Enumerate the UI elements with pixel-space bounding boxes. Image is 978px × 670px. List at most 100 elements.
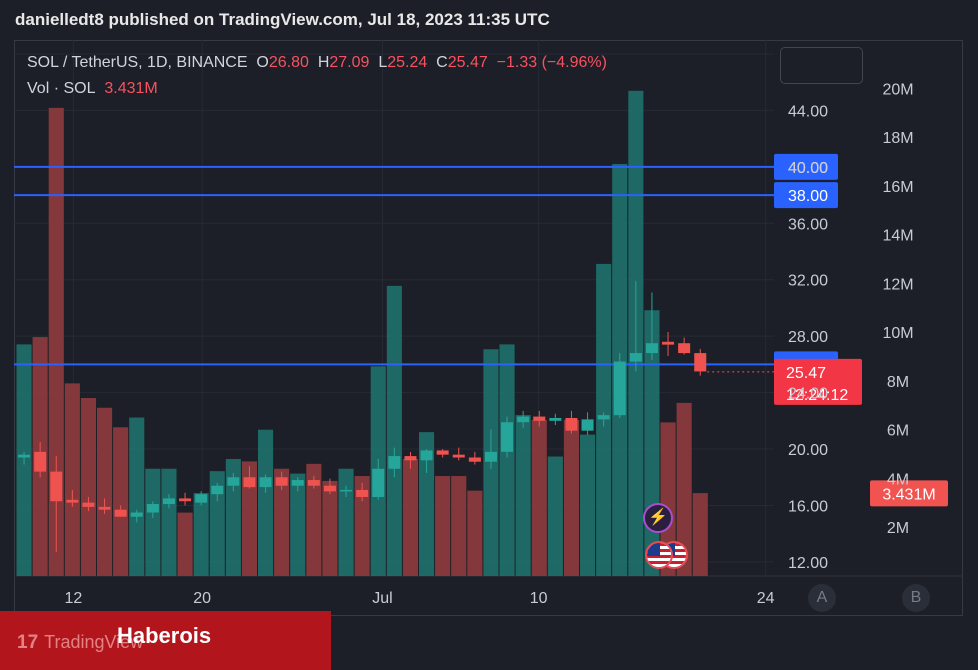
volume-bar — [129, 417, 145, 576]
chart-frame — [14, 40, 963, 616]
volume-bars — [16, 90, 708, 577]
auto-scale-button[interactable]: A — [808, 584, 836, 612]
legend-open-value: 26.80 — [268, 54, 309, 71]
volume-tick-label: 6M — [887, 423, 909, 440]
footer-banner — [0, 611, 331, 670]
candle-body — [340, 489, 353, 492]
volume-bar — [48, 107, 64, 576]
candle-body — [372, 468, 385, 497]
last-volume-label: 3.431M — [882, 486, 935, 503]
price-tick-label: 24.00 — [788, 386, 828, 403]
volume-bar — [338, 468, 354, 576]
volume-bar — [177, 512, 193, 576]
volume-bar — [258, 429, 274, 576]
candle-body — [18, 454, 31, 458]
volume-bar — [161, 468, 177, 576]
candle-body — [420, 450, 433, 461]
candle-body — [533, 416, 546, 421]
volume-bar — [209, 471, 225, 576]
volume-tick-label: 8M — [887, 374, 909, 391]
volume-bar — [274, 468, 290, 576]
candle-body — [356, 489, 369, 497]
candle-body — [275, 477, 288, 486]
volume-bar — [563, 419, 579, 576]
candle-body — [678, 343, 691, 354]
volume-bar — [97, 407, 113, 576]
time-tick-label: 12 — [64, 590, 82, 607]
lightning-icon[interactable]: ⚡ — [643, 503, 673, 533]
candle-body — [243, 477, 256, 488]
time-tick-label: 20 — [193, 590, 211, 607]
volume-bar — [322, 480, 338, 576]
us-flag-icon[interactable] — [645, 541, 673, 569]
legend-high-value: 27.09 — [329, 54, 370, 71]
volume-bar — [547, 456, 563, 576]
volume-tick-label: 10M — [882, 325, 913, 342]
legend-change: −1.33 (−4.96%) — [496, 54, 607, 71]
candle-body — [436, 450, 449, 455]
volume-bar — [467, 490, 483, 576]
last-price-label: 25.47 — [786, 365, 826, 382]
volume-tick-label: 12M — [882, 276, 913, 293]
tv-logo-icon: 17 — [17, 632, 39, 653]
b-scale-button[interactable]: B — [902, 584, 930, 612]
candle-body — [452, 454, 465, 458]
time-tick-label: 24 — [757, 590, 775, 607]
candle-body — [98, 506, 111, 510]
volume-bar — [419, 432, 435, 576]
volume-bar — [64, 383, 80, 576]
candles — [18, 281, 707, 553]
volume-bar — [676, 402, 692, 576]
candle-body — [549, 417, 562, 421]
volume-bar — [80, 398, 96, 576]
volume-tick-label: 4M — [887, 471, 909, 488]
volume-bar — [499, 344, 515, 576]
candle-body — [82, 502, 95, 507]
price-tick-label: 28.00 — [788, 329, 828, 346]
volume-bar — [386, 285, 402, 576]
tradingview-logo-text: TradingView — [44, 632, 144, 652]
volume-legend: Vol · SOL 3.431M — [27, 80, 158, 98]
last-volume-label-bg — [870, 480, 948, 507]
hline-label-bg — [774, 182, 838, 209]
candle-body — [484, 451, 497, 462]
volume-bar — [225, 458, 241, 576]
volume-bar — [113, 427, 129, 576]
volume-tick-label: 18M — [882, 130, 913, 147]
legend-symbol: SOL / TetherUS, 1D, BINANCE — [27, 54, 248, 71]
legend-vol-label: Vol · SOL — [27, 80, 96, 97]
candle-body — [323, 485, 336, 492]
candle-body — [130, 512, 143, 517]
candle-body — [162, 498, 175, 505]
candle-body — [179, 498, 192, 502]
watermark-text: Haberois — [117, 623, 212, 648]
hline-label-bg — [774, 153, 838, 180]
candle-body — [517, 416, 530, 423]
candle-body — [66, 499, 79, 503]
volume-bar — [290, 473, 306, 576]
candle-body — [211, 485, 224, 495]
volume-tick-label: 2M — [887, 520, 909, 537]
volume-bar — [354, 476, 370, 576]
candle-body — [468, 457, 481, 462]
candle-body — [613, 361, 626, 416]
volume-bar — [660, 422, 676, 576]
legend-low-label: L — [378, 54, 388, 71]
volume-bar — [580, 434, 596, 576]
volume-bar — [515, 415, 531, 576]
volume-tick-label: 16M — [882, 179, 913, 196]
candle-body — [597, 415, 610, 420]
candle-body — [50, 471, 63, 502]
price-tick-label: 20.00 — [788, 442, 828, 459]
volume-bar — [145, 468, 161, 576]
volume-bar — [306, 463, 322, 576]
candle-body — [388, 456, 401, 469]
countdown-label: 12:24:12 — [786, 387, 848, 404]
candle-body — [227, 477, 240, 486]
ohlc-legend: SOL / TetherUS, 1D, BINANCE O26.80 H27.0… — [27, 54, 607, 72]
legend-toggle-box[interactable] — [780, 47, 863, 84]
candle-body — [307, 480, 320, 486]
candle-body — [34, 451, 47, 472]
